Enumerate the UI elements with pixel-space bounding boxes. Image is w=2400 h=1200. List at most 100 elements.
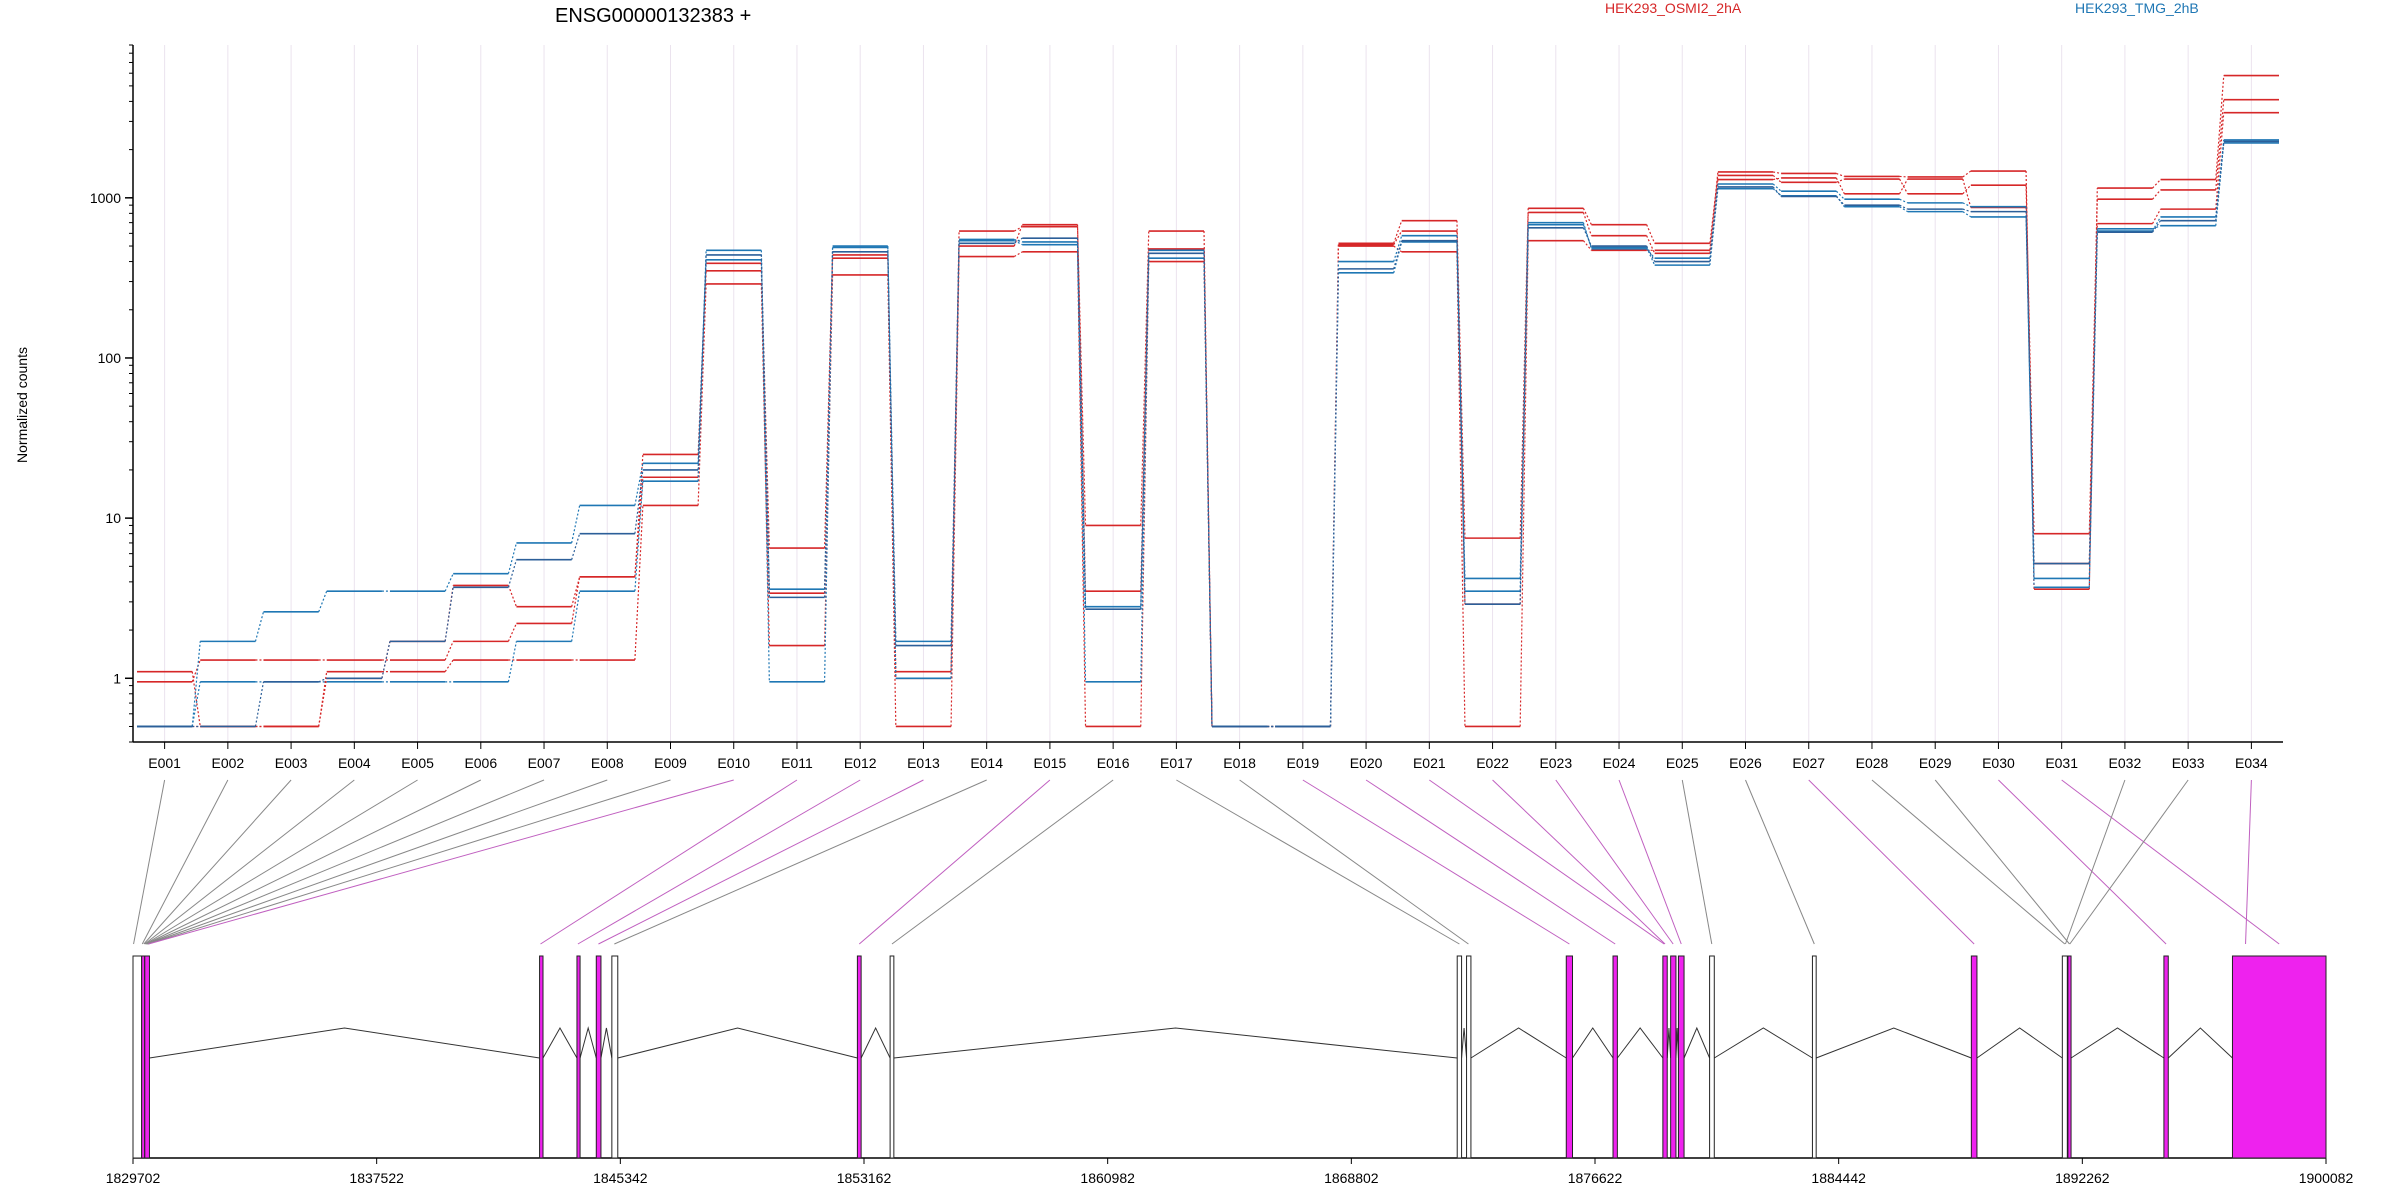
bin-connector <box>598 779 924 945</box>
intron-line <box>1683 1026 1711 1059</box>
x-tick-label: E011 <box>781 755 813 771</box>
series-transition <box>2088 199 2098 534</box>
bin-connector <box>147 779 608 945</box>
coordinate-tick-label: 1829702 <box>106 1170 161 1186</box>
y-axis-label: Normalized counts <box>14 347 30 463</box>
series-transition <box>823 246 834 682</box>
bin-connector <box>146 779 545 945</box>
axes: 1 10 100 1000 E001 E002 E003 E004 E005 E006 E007 E0… <box>90 44 2283 771</box>
series-transition <box>1899 206 1908 213</box>
series-transition <box>1836 172 1845 177</box>
bin-connector <box>147 779 671 945</box>
x-tick-label: E005 <box>401 755 434 771</box>
intron-line <box>1461 1027 1468 1059</box>
series-transition <box>1772 188 1782 197</box>
x-tick-label: E021 <box>1413 755 1446 771</box>
coordinate-tick-label: 1900082 <box>2299 1170 2354 1186</box>
intron-line <box>2070 1027 2165 1059</box>
series-transition <box>1014 240 1023 246</box>
coordinate-tick-label: 1860982 <box>1080 1170 1135 1186</box>
x-tick-label: E010 <box>717 755 750 771</box>
intron-line <box>542 1026 578 1059</box>
intron-line <box>1714 1027 1813 1059</box>
series-transition <box>1329 268 1340 727</box>
series-transition <box>887 246 897 679</box>
series-transition <box>444 587 454 642</box>
series-transition <box>571 505 581 544</box>
bin-connector <box>1871 779 2066 945</box>
bin-connector <box>1555 779 1674 945</box>
series-5 <box>137 139 2279 728</box>
exon-box <box>1709 955 1715 1159</box>
x-tick-label: E022 <box>1476 755 1509 771</box>
x-tick-label: E007 <box>528 755 561 771</box>
y-minor-ticks <box>129 44 133 743</box>
series-transition <box>1140 253 1150 610</box>
x-tick-label: E003 <box>275 755 308 771</box>
series-transition <box>1646 235 1656 254</box>
exon-box <box>144 955 150 1159</box>
series-transition <box>2025 211 2035 564</box>
series-transition <box>760 254 770 598</box>
exon-box <box>1612 955 1618 1159</box>
series-transition <box>507 623 517 642</box>
series-transition <box>1519 208 1529 539</box>
x-tick-label: E001 <box>148 755 181 771</box>
x-tick-label: E006 <box>464 755 497 771</box>
exon-box <box>1466 955 1472 1159</box>
bin-connector <box>1808 779 1975 945</box>
x-tick-label: E028 <box>1856 755 1889 771</box>
series-transition <box>444 659 454 672</box>
series-transition <box>1519 224 1529 592</box>
series-transition <box>1772 183 1782 192</box>
series-transition <box>1582 212 1592 236</box>
bin-connector <box>2245 779 2252 945</box>
series-transition <box>2215 75 2225 180</box>
series-transition <box>318 677 327 683</box>
x-tick-label: E031 <box>2045 755 2078 771</box>
bin-connector <box>1429 779 1665 945</box>
series-transition <box>2215 112 2225 210</box>
series-transition <box>1076 226 1087 526</box>
series-transition <box>887 251 897 646</box>
series-transition <box>1962 184 1972 195</box>
intron-line <box>1976 1027 2063 1059</box>
bin-connector <box>1745 779 1815 945</box>
exon-box <box>2163 955 2169 1159</box>
series-transition <box>634 463 644 506</box>
bin-connector <box>1176 779 1460 945</box>
series-transition <box>1014 226 1023 232</box>
exon-box <box>1662 955 1668 1159</box>
intron-line <box>1572 1027 1614 1059</box>
exon-box <box>595 955 602 1159</box>
intron-line <box>579 1026 597 1059</box>
exon-box <box>132 955 143 1159</box>
x-tick-label: E016 <box>1097 755 1130 771</box>
bin-connector <box>1239 779 1469 945</box>
series-transition <box>1836 178 1845 183</box>
series-transition <box>823 251 834 598</box>
bin-connector <box>2064 779 2126 945</box>
x-tick-label: E034 <box>2235 755 2268 771</box>
series-transition <box>1962 202 1972 208</box>
series-transition <box>1519 240 1529 727</box>
series-transition <box>1456 251 1466 727</box>
series-transition <box>444 573 454 592</box>
series-transition <box>1013 251 1023 258</box>
bin-connector <box>1618 779 1682 945</box>
series-3 <box>137 111 2279 728</box>
series-transition <box>2152 208 2162 224</box>
series-transition <box>318 678 328 727</box>
series-transition <box>1646 245 1656 262</box>
x-tick-label: E004 <box>338 755 371 771</box>
bin-connector <box>145 779 418 945</box>
bin-connector <box>148 779 734 945</box>
x-tick-label: E025 <box>1666 755 1699 771</box>
exon-box <box>141 955 146 1159</box>
bin-connector <box>1934 779 2070 945</box>
x-tick-label: E008 <box>591 755 624 771</box>
series-transition <box>191 681 201 727</box>
series-transition <box>1076 238 1087 610</box>
bin-connector <box>1365 779 1616 945</box>
x-tick-label: E013 <box>907 755 940 771</box>
